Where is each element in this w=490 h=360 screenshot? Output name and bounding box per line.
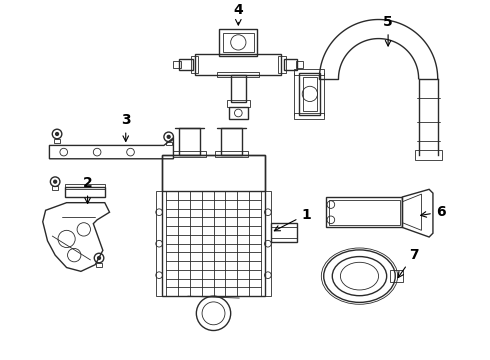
Bar xyxy=(216,151,248,157)
Bar xyxy=(229,107,248,119)
Bar xyxy=(173,151,206,157)
Text: 4: 4 xyxy=(233,3,243,25)
Bar xyxy=(271,226,297,238)
Bar xyxy=(65,184,105,189)
Bar xyxy=(326,197,402,228)
Bar xyxy=(54,139,60,143)
Bar xyxy=(179,128,200,155)
Bar xyxy=(329,200,399,225)
Bar xyxy=(294,69,324,75)
Text: 1: 1 xyxy=(274,207,311,231)
Bar xyxy=(390,270,403,282)
Bar xyxy=(231,75,246,102)
Bar xyxy=(299,73,320,115)
Bar xyxy=(295,60,303,68)
Bar xyxy=(191,56,198,73)
Bar xyxy=(221,128,242,155)
Bar xyxy=(227,100,250,107)
Circle shape xyxy=(98,257,100,260)
Bar xyxy=(96,263,102,267)
Bar xyxy=(271,223,297,242)
Bar xyxy=(219,29,257,56)
Bar xyxy=(294,113,324,119)
Bar xyxy=(65,188,105,197)
Circle shape xyxy=(56,132,58,135)
Bar xyxy=(166,141,171,145)
Circle shape xyxy=(54,180,56,183)
Bar xyxy=(415,150,441,160)
Bar xyxy=(162,155,265,191)
Text: 2: 2 xyxy=(83,176,93,203)
Bar xyxy=(303,77,317,111)
Bar xyxy=(156,191,162,296)
Bar xyxy=(179,59,193,70)
Bar xyxy=(278,56,286,73)
Circle shape xyxy=(167,135,170,138)
Bar xyxy=(162,155,265,296)
Bar xyxy=(196,54,281,75)
Text: 5: 5 xyxy=(383,15,393,46)
Text: 6: 6 xyxy=(421,205,445,219)
Bar xyxy=(173,60,181,68)
Bar xyxy=(223,33,254,52)
Text: 3: 3 xyxy=(121,113,130,141)
Bar xyxy=(52,186,58,190)
Bar xyxy=(265,191,271,296)
Text: 7: 7 xyxy=(398,248,419,278)
Bar xyxy=(284,59,297,70)
Bar xyxy=(218,72,259,77)
